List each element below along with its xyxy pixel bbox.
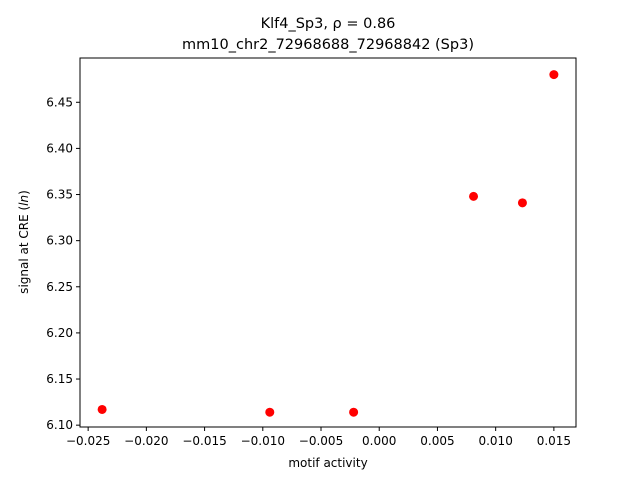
data-point bbox=[469, 191, 479, 201]
data-point bbox=[517, 198, 527, 208]
x-tick-label: −0.010 bbox=[241, 434, 285, 448]
y-tick-label: 6.10 bbox=[46, 418, 73, 432]
axes-frame bbox=[79, 57, 577, 428]
y-tick-label: 6.40 bbox=[46, 141, 73, 155]
data-point bbox=[549, 70, 559, 80]
y-tick-label: 6.45 bbox=[46, 95, 73, 109]
x-tick-label: −0.020 bbox=[124, 434, 168, 448]
plot-area bbox=[79, 57, 577, 428]
data-point bbox=[265, 407, 275, 417]
y-tick-label: 6.25 bbox=[46, 280, 73, 294]
y-tick-label: 6.15 bbox=[46, 372, 73, 386]
x-axis-label: motif activity bbox=[288, 456, 367, 470]
chart-title-line2: mm10_chr2_72968688_72968842 (Sp3) bbox=[182, 37, 474, 53]
y-axis: 6.10 6.15 6.20 6.25 6.30 6.35 6.40 6.45 bbox=[46, 95, 80, 432]
x-axis: −0.025 −0.020 −0.015 −0.010 −0.005 0.000 0.005… bbox=[66, 427, 571, 448]
x-tick-label: −0.015 bbox=[182, 434, 226, 448]
y-axis-label: signal at CRE (ln) bbox=[17, 190, 31, 294]
x-tick-label: −0.025 bbox=[66, 434, 110, 448]
x-tick-label: 0.010 bbox=[478, 434, 512, 448]
data-points bbox=[97, 70, 559, 417]
y-tick-label: 6.20 bbox=[46, 326, 73, 340]
y-tick-label: 6.35 bbox=[46, 188, 73, 202]
x-tick-label: 0.005 bbox=[420, 434, 454, 448]
data-point bbox=[97, 404, 107, 414]
y-tick-label: 6.30 bbox=[46, 234, 73, 248]
chart-title-line1: Klf4_Sp3, ρ = 0.86 bbox=[261, 16, 396, 32]
x-tick-label: 0.000 bbox=[362, 434, 396, 448]
x-tick-label: 0.015 bbox=[537, 434, 571, 448]
data-point bbox=[349, 407, 359, 417]
x-tick-label: −0.005 bbox=[299, 434, 343, 448]
